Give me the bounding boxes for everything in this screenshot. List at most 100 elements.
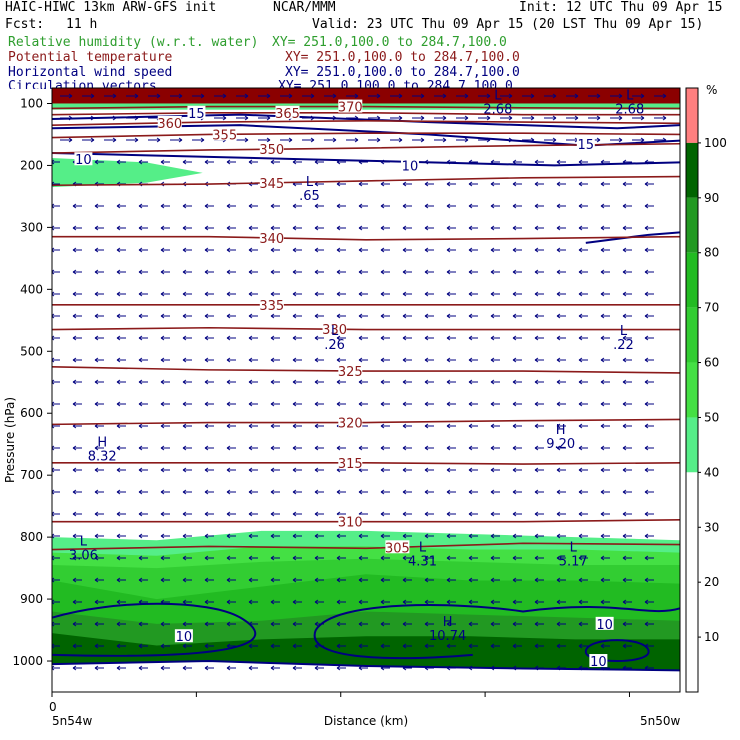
vector-arrow-head <box>116 225 121 231</box>
vector-arrow-head <box>178 137 183 143</box>
vector-arrow-head <box>512 291 517 297</box>
vector-arrow-head <box>248 313 253 319</box>
vector-arrow-head <box>644 665 649 671</box>
vector-arrow-head <box>446 643 451 649</box>
vector-arrow-head <box>314 665 319 671</box>
vector-arrow-head <box>270 203 275 209</box>
vector-arrow-head <box>292 621 297 627</box>
x-origin-label: 0 <box>49 700 57 714</box>
theta-contours <box>52 105 680 551</box>
vector-arrow-head <box>358 357 363 363</box>
vector-arrow-head <box>94 577 99 583</box>
vector-arrow-head <box>72 203 77 209</box>
theta-label-bg <box>338 363 363 377</box>
vector-arrow-head <box>402 599 407 605</box>
vector-arrow-head <box>182 269 187 275</box>
theta-contour-340 <box>52 235 680 241</box>
wind-speed-label-bg <box>595 616 614 630</box>
vector-arrow-head <box>314 247 319 253</box>
wind-speed-label: 15 <box>578 138 595 153</box>
vector-arrow-head <box>420 93 425 99</box>
vector-arrow-head <box>534 621 539 627</box>
vector-arrow-head <box>138 643 143 649</box>
vector-arrow-head <box>644 203 649 209</box>
vector-arrow-head <box>618 137 623 143</box>
vector-arrow-head <box>358 445 363 451</box>
vector-arrow-head <box>336 621 341 627</box>
theta-contour-310 <box>52 518 680 523</box>
vector-arrow-head <box>138 423 143 429</box>
vector-arrow-head <box>182 445 187 451</box>
extremum-type: L <box>570 541 578 556</box>
vector-arrow-head <box>622 555 627 561</box>
vector-arrow-head <box>622 225 627 231</box>
colorbar-tick-label: 60 <box>704 356 719 370</box>
vector-arrow-head <box>336 489 341 495</box>
vector-arrow-head <box>90 93 95 99</box>
vector-arrow-head <box>424 489 429 495</box>
vector-arrow-head <box>244 93 249 99</box>
vector-arrow-head <box>292 269 297 275</box>
vector-arrow-head <box>314 511 319 517</box>
vector-arrow-head <box>512 511 517 517</box>
y-tick-label: 1000 <box>12 654 43 668</box>
vector-arrow-head <box>622 313 627 319</box>
vector-arrow-head <box>424 467 429 473</box>
vector-arrow-head <box>116 269 121 275</box>
vector-arrow-head <box>644 511 649 517</box>
vector-arrow-head <box>622 511 627 517</box>
vector-arrow-head <box>556 577 561 583</box>
vector-arrow-head <box>468 269 473 275</box>
vector-arrow-head <box>292 247 297 253</box>
vector-arrow-head <box>182 247 187 253</box>
vector-arrow-head <box>270 577 275 583</box>
vector-arrow-head <box>464 93 469 99</box>
vector-arrow-head <box>178 93 183 99</box>
vector-arrow-head <box>288 93 293 99</box>
vector-arrow-head <box>138 577 143 583</box>
wind-speed-label: 10 <box>590 655 607 670</box>
extremum-type: H <box>443 615 453 630</box>
vector-arrow-head <box>380 379 385 385</box>
vector-arrow-head <box>160 203 165 209</box>
vector-arrow-head <box>574 93 579 99</box>
vector-arrow-head <box>380 445 385 451</box>
vector-arrow-head <box>314 577 319 583</box>
vector-arrow-head <box>94 203 99 209</box>
vector-arrow-head <box>204 577 209 583</box>
vector-arrow-head <box>204 599 209 605</box>
vector-arrow-head <box>160 533 165 539</box>
vector-arrow-head <box>156 93 161 99</box>
vector-arrow-head <box>534 555 539 561</box>
vector-arrow-head <box>534 335 539 341</box>
vector-arrow-head <box>160 467 165 473</box>
vector-arrow-head <box>556 159 561 165</box>
colorbar-swatch <box>686 307 698 363</box>
vector-arrow-head <box>490 379 495 385</box>
theta-contour-360 <box>52 120 680 126</box>
vector-arrow-head <box>182 489 187 495</box>
vector-arrow-head <box>204 313 209 319</box>
vector-arrow-head <box>90 137 95 143</box>
theta-label: 340 <box>259 232 284 247</box>
vector-arrow-head <box>424 291 429 297</box>
vector-arrow-head <box>292 291 297 297</box>
vector-arrow-head <box>530 115 535 121</box>
vector-arrow-head <box>248 225 253 231</box>
vector-arrow-head <box>534 159 539 165</box>
vector-arrow-head <box>512 335 517 341</box>
vector-arrow-head <box>226 357 231 363</box>
vector-arrow-head <box>622 203 627 209</box>
vector-arrow-head <box>578 445 583 451</box>
vector-arrow-head <box>380 423 385 429</box>
vector-arrow-head <box>446 621 451 627</box>
vector-arrow-head <box>160 665 165 671</box>
vector-arrow-head <box>226 665 231 671</box>
vector-arrow-head <box>644 379 649 385</box>
vector-arrow-head <box>556 665 561 671</box>
vector-arrow-head <box>292 445 297 451</box>
vector-arrow-head <box>68 137 73 143</box>
vector-arrow-head <box>270 225 275 231</box>
vector-arrow-head <box>578 665 583 671</box>
extremum-type: L <box>494 88 502 103</box>
